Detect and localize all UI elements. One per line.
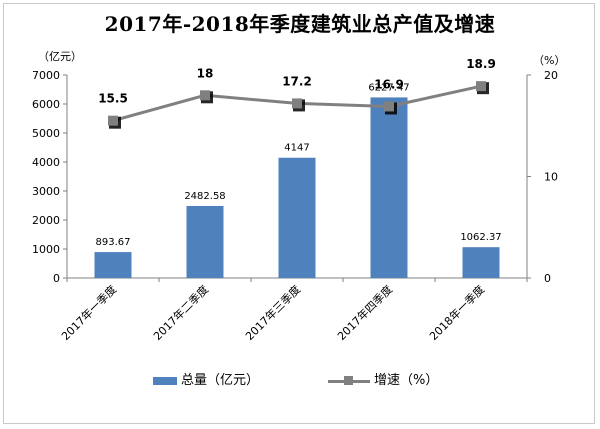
growth-value-label: 17.2 bbox=[282, 74, 312, 88]
right-tick-label: 20 bbox=[544, 69, 558, 82]
left-tick-label: 3000 bbox=[32, 185, 60, 198]
bar bbox=[370, 97, 408, 278]
growth-value-label: 18.9 bbox=[466, 57, 496, 71]
left-tick-label: 6000 bbox=[32, 98, 60, 111]
left-tick-label: 5000 bbox=[32, 127, 60, 140]
x-tick-label: 2017年四季度 bbox=[334, 282, 395, 343]
bar bbox=[278, 157, 316, 278]
legend-swatch-total bbox=[153, 377, 177, 385]
bar-value-label: 1062.37 bbox=[460, 232, 501, 243]
right-tick-label: 10 bbox=[544, 171, 558, 184]
bar bbox=[462, 247, 500, 278]
growth-marker bbox=[384, 101, 394, 112]
x-tick-label: 2017年二季度 bbox=[150, 282, 211, 343]
legend-label-total: 总量（亿元） bbox=[181, 373, 260, 388]
left-tick-label: 7000 bbox=[32, 69, 60, 82]
left-tick-label: 2000 bbox=[32, 214, 60, 227]
bar-value-label: 6227.47 bbox=[368, 82, 409, 93]
growth-marker bbox=[292, 98, 302, 109]
growth-marker bbox=[476, 81, 486, 92]
growth-value-label: 18 bbox=[197, 66, 214, 80]
right-axis-unit: （%） bbox=[533, 54, 565, 67]
bar bbox=[94, 252, 132, 278]
growth-marker bbox=[108, 115, 118, 126]
right-tick-label: 0 bbox=[544, 272, 551, 285]
left-axis-unit: （亿元） bbox=[38, 50, 82, 63]
legend-swatch-growth-marker bbox=[344, 376, 353, 385]
bar-value-label: 4147 bbox=[284, 143, 309, 154]
growth-value-label: 15.5 bbox=[98, 92, 128, 106]
left-tick-label: 1000 bbox=[32, 243, 60, 256]
chart-title: 2017年-2018年季度建筑业总产值及增速 bbox=[104, 12, 496, 36]
legend-label-growth: 增速（%） bbox=[374, 373, 439, 388]
bar bbox=[186, 206, 224, 278]
bar-value-label: 893.67 bbox=[96, 237, 131, 248]
x-tick-label: 2017年一季度 bbox=[58, 282, 119, 343]
bar-value-label: 2482.58 bbox=[184, 191, 225, 202]
growth-value-label: 16.9 bbox=[374, 77, 404, 91]
left-tick-label: 4000 bbox=[32, 156, 60, 169]
x-tick-label: 2018年一季度 bbox=[426, 282, 487, 343]
left-tick-label: 0 bbox=[53, 272, 60, 285]
growth-marker bbox=[200, 90, 210, 101]
x-tick-label: 2017年三季度 bbox=[242, 282, 303, 343]
